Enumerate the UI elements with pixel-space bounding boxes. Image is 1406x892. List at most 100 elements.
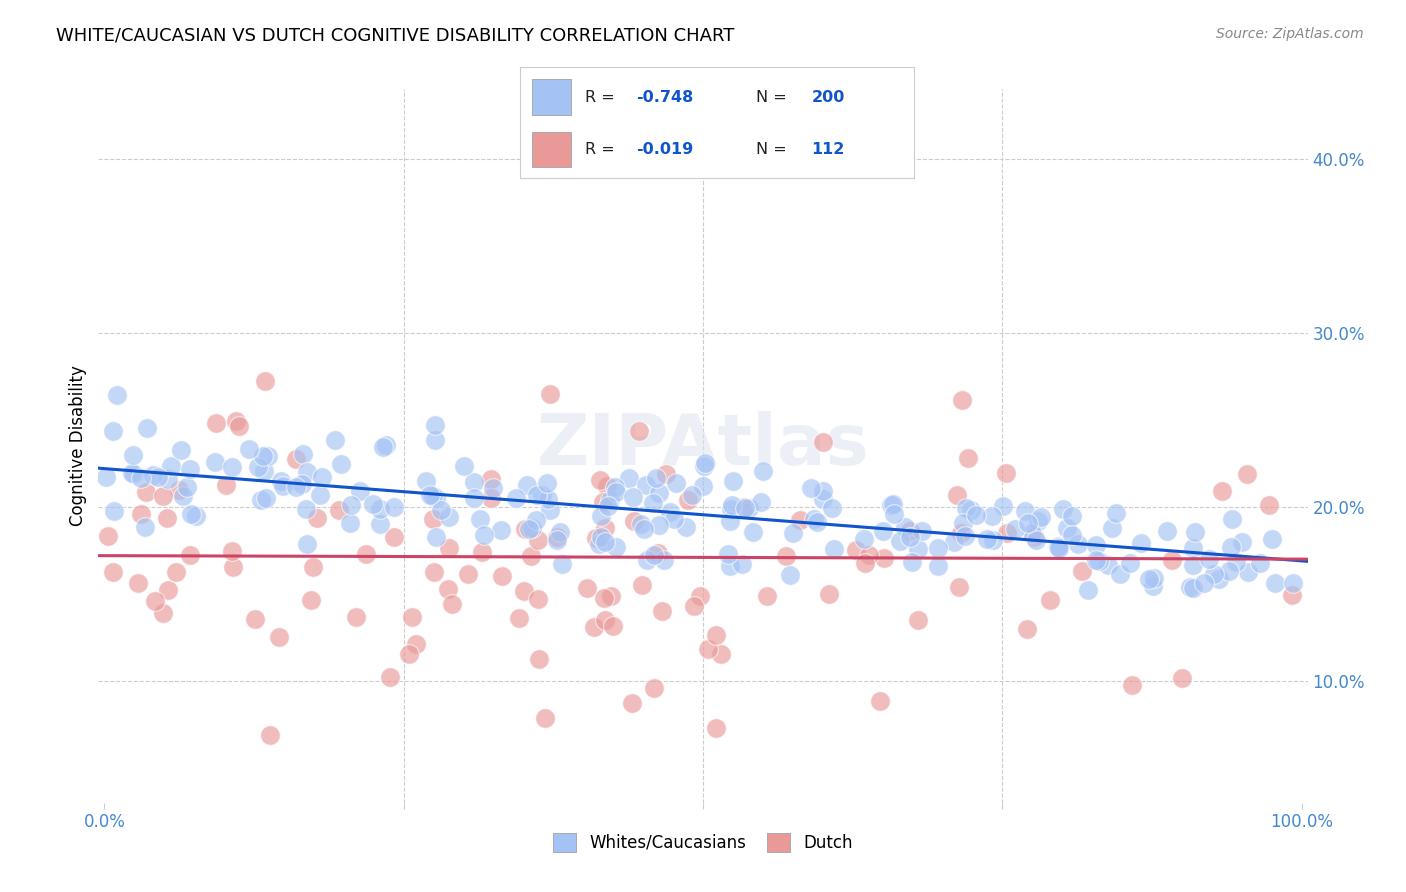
Point (627, 425, 650, 439)
Point (741, 524, 763, 539)
Point (782, 525, 804, 540)
Point (710, 648, 733, 662)
Point (692, 479, 714, 493)
Point (1101, 521, 1123, 535)
Point (1194, 575, 1216, 590)
Point (538, 387, 561, 401)
Point (1047, 540, 1070, 554)
Point (945, 488, 967, 502)
Point (898, 531, 921, 545)
Point (889, 533, 911, 548)
Point (374, 438, 396, 452)
Point (1170, 671, 1192, 685)
Point (1178, 580, 1201, 594)
Point (734, 500, 756, 515)
Point (595, 613, 617, 627)
Text: -0.019: -0.019 (637, 142, 693, 157)
Point (425, 418, 447, 433)
Point (882, 497, 904, 511)
Point (143, 594, 166, 608)
Point (156, 511, 179, 525)
Point (1218, 564, 1240, 578)
Point (1208, 572, 1230, 586)
Point (803, 511, 825, 525)
Point (527, 592, 550, 607)
Text: N =: N = (756, 142, 793, 157)
Point (1137, 573, 1160, 587)
Point (997, 525, 1019, 540)
Point (621, 696, 644, 710)
Text: R =: R = (585, 89, 620, 104)
Point (1264, 576, 1286, 591)
Point (683, 599, 706, 614)
Point (152, 489, 174, 503)
Point (440, 598, 463, 612)
Point (295, 465, 318, 479)
Point (172, 489, 194, 503)
Point (981, 533, 1004, 548)
Point (384, 530, 406, 544)
Point (243, 612, 266, 626)
Point (1219, 541, 1241, 555)
Point (630, 516, 652, 531)
Point (515, 522, 537, 536)
Point (371, 440, 394, 454)
Point (156, 472, 179, 486)
Point (821, 501, 844, 516)
Point (721, 498, 744, 512)
Text: N =: N = (756, 89, 793, 104)
Point (361, 497, 384, 511)
Point (695, 456, 717, 470)
Point (453, 458, 475, 473)
Point (94, 470, 117, 484)
Point (894, 520, 917, 534)
Point (965, 508, 987, 522)
Point (425, 530, 447, 544)
Point (720, 514, 742, 528)
Point (160, 458, 183, 473)
Point (307, 511, 329, 525)
Point (1060, 527, 1083, 541)
Point (1004, 522, 1026, 536)
Point (823, 541, 845, 556)
Point (1220, 512, 1243, 526)
Point (775, 549, 797, 563)
Point (470, 511, 492, 525)
Point (1119, 556, 1142, 570)
Point (1066, 537, 1088, 551)
Point (121, 466, 143, 480)
Point (180, 508, 202, 522)
Point (1202, 566, 1225, 581)
Point (721, 474, 744, 488)
Point (588, 537, 610, 551)
Point (179, 462, 201, 476)
Point (991, 499, 1014, 513)
Point (1017, 623, 1039, 637)
Point (845, 542, 868, 557)
Point (605, 484, 627, 499)
Point (1160, 553, 1182, 567)
Point (169, 483, 191, 497)
Text: WHITE/CAUCASIAN VS DUTCH COGNITIVE DISABILITY CORRELATION CHART: WHITE/CAUCASIAN VS DUTCH COGNITIVE DISAB… (56, 27, 734, 45)
Point (643, 496, 665, 510)
Point (246, 460, 269, 475)
Point (103, 504, 125, 518)
Point (302, 560, 325, 574)
Point (221, 460, 243, 475)
Point (636, 553, 658, 567)
Point (738, 500, 761, 515)
Point (471, 545, 494, 559)
Point (1261, 532, 1284, 546)
Point (1056, 520, 1078, 534)
Point (697, 642, 720, 657)
Point (1085, 538, 1108, 552)
Text: Source: ZipAtlas.com: Source: ZipAtlas.com (1216, 27, 1364, 41)
Point (907, 542, 929, 557)
Point (718, 559, 741, 574)
Point (1084, 553, 1107, 567)
Point (1097, 558, 1119, 573)
Point (1109, 567, 1132, 582)
Point (593, 535, 616, 549)
Point (1181, 581, 1204, 595)
Point (285, 480, 308, 494)
